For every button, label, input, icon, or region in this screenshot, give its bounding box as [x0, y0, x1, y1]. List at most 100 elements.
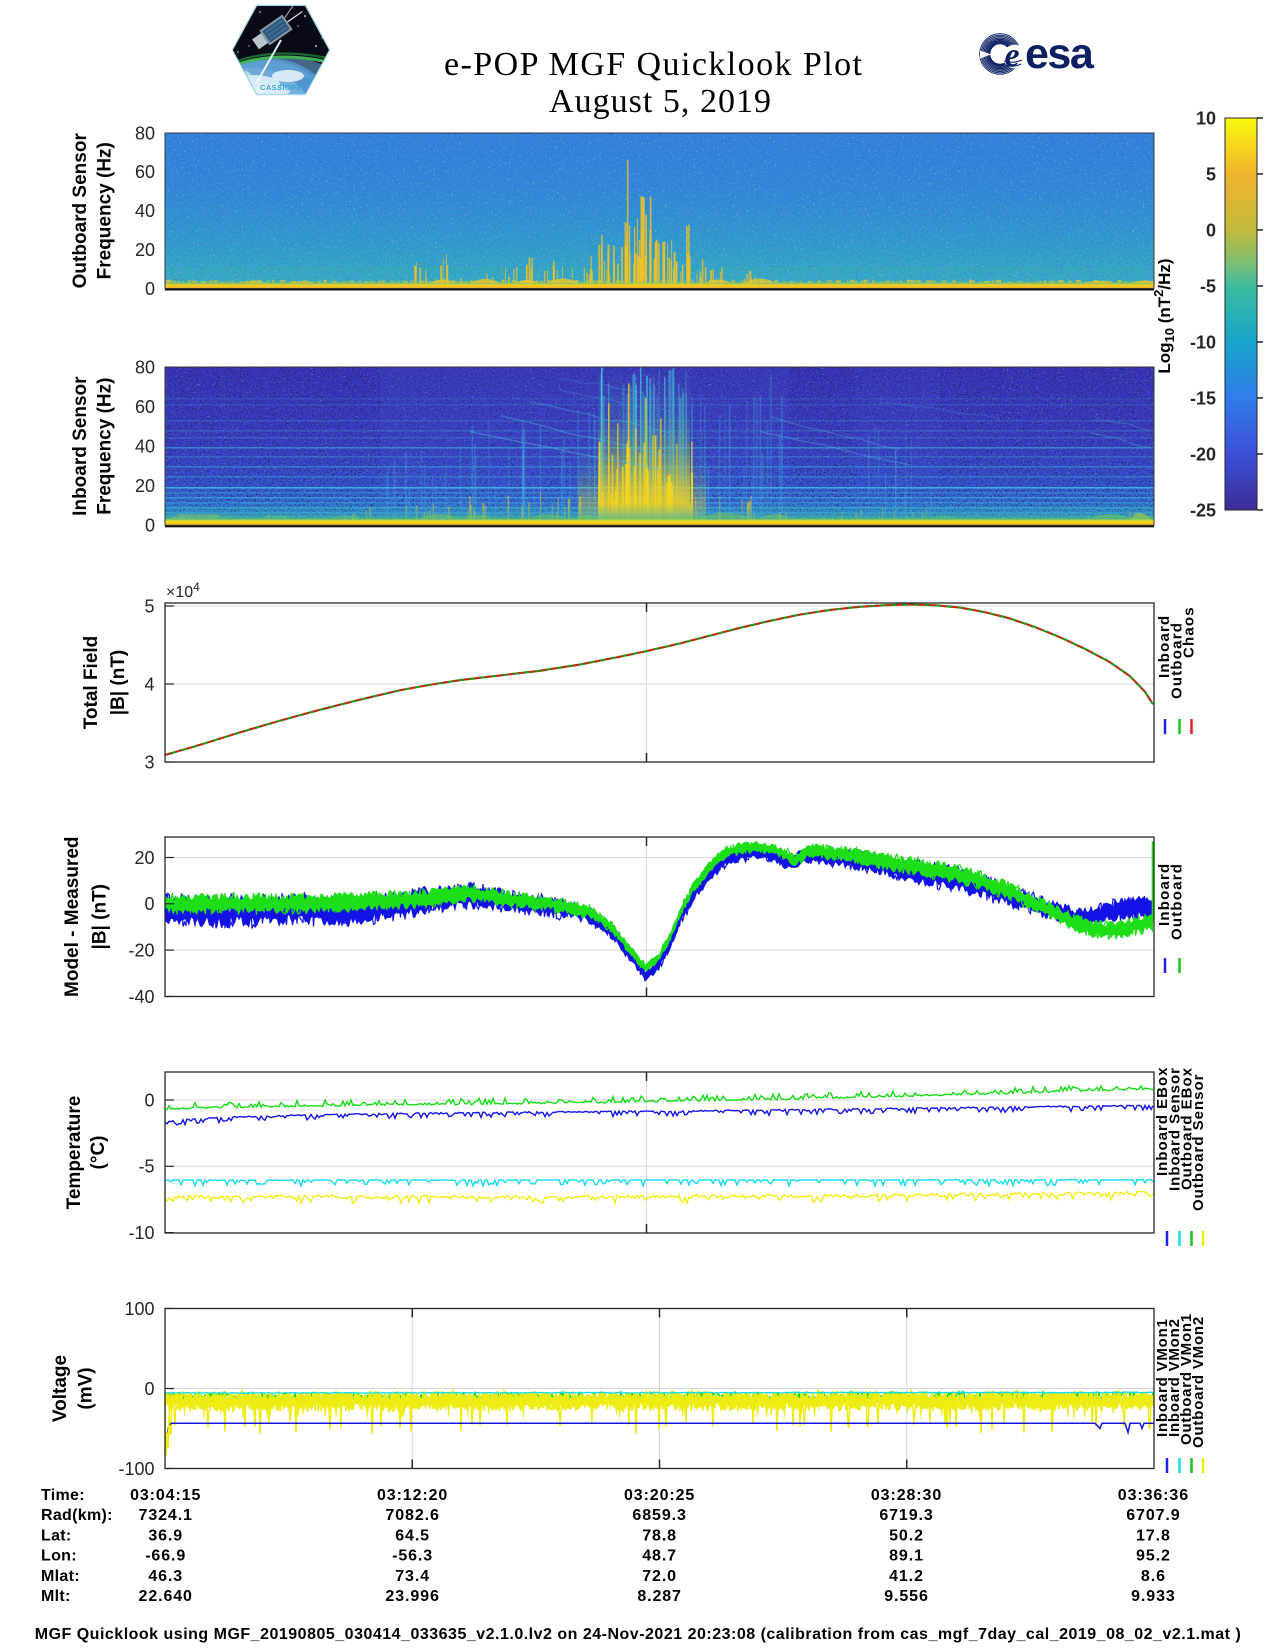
svg-text:03:04:15: 03:04:15: [130, 1487, 201, 1504]
svg-text:Temperature: Temperature: [64, 1096, 85, 1210]
svg-text:60: 60: [135, 397, 155, 417]
svg-text:0: 0: [144, 894, 154, 914]
svg-text:5: 5: [144, 596, 154, 616]
svg-text:Time:: Time:: [41, 1487, 85, 1504]
svg-text:-20: -20: [128, 940, 154, 960]
svg-text:0: 0: [144, 1379, 154, 1399]
svg-text:-100: -100: [118, 1459, 154, 1479]
svg-text:Total Field: Total Field: [81, 636, 102, 730]
svg-text:40: 40: [135, 437, 155, 457]
svg-text:Frequency (Hz): Frequency (Hz): [95, 142, 116, 279]
svg-text:-10: -10: [1190, 332, 1216, 352]
svg-text:20: 20: [135, 240, 155, 260]
svg-text:9.556: 9.556: [884, 1588, 929, 1605]
svg-text:Inboard VMon1: Inboard VMon1: [1154, 1318, 1171, 1437]
svg-text:e-POP MGF Quicklook Plot: e-POP MGF Quicklook Plot: [444, 46, 863, 83]
svg-text:×104: ×104: [166, 580, 200, 601]
svg-text:46.3: 46.3: [148, 1568, 183, 1585]
svg-text:e: e: [1004, 37, 1019, 74]
svg-text:Inboard EBox: Inboard EBox: [1154, 1066, 1171, 1176]
svg-text:Inboard VMon2: Inboard VMon2: [1166, 1318, 1183, 1437]
svg-text:23.996: 23.996: [385, 1588, 439, 1605]
svg-text:-25: -25: [1190, 500, 1216, 520]
svg-text:80: 80: [135, 123, 155, 143]
svg-text:Inboard: Inboard: [1156, 615, 1173, 678]
svg-text:0: 0: [144, 1090, 154, 1110]
svg-text:03:28:30: 03:28:30: [871, 1487, 942, 1504]
svg-text:Chaos: Chaos: [1181, 606, 1198, 658]
svg-text:8.6: 8.6: [1141, 1568, 1166, 1585]
svg-text:17.8: 17.8: [1136, 1527, 1171, 1544]
svg-text:Outboard Sensor: Outboard Sensor: [1190, 1073, 1207, 1211]
svg-text:50.2: 50.2: [889, 1527, 924, 1544]
svg-text:August 5, 2019: August 5, 2019: [549, 83, 771, 120]
svg-text:20: 20: [134, 848, 154, 868]
svg-text:Outboard EBox: Outboard EBox: [1179, 1067, 1196, 1190]
svg-text:Log10 (nT2/Hz): Log10 (nT2/Hz): [1151, 258, 1177, 373]
svg-text:89.1: 89.1: [889, 1548, 924, 1565]
svg-text:7082.6: 7082.6: [385, 1507, 439, 1524]
svg-text:6707.9: 6707.9: [1126, 1507, 1180, 1524]
svg-text:40: 40: [135, 201, 155, 221]
svg-text:Inboard: Inboard: [1156, 863, 1173, 926]
svg-text:Rad(km):: Rad(km):: [41, 1507, 113, 1524]
svg-text:-10: -10: [128, 1223, 154, 1243]
svg-text:03:36:36: 03:36:36: [1118, 1487, 1189, 1504]
svg-text:3: 3: [144, 752, 154, 772]
svg-text:Frequency (Hz): Frequency (Hz): [95, 378, 116, 515]
svg-text:6859.3: 6859.3: [632, 1507, 686, 1524]
svg-text:03:12:20: 03:12:20: [377, 1487, 448, 1504]
svg-text:CASSIOPE: CASSIOPE: [260, 83, 302, 92]
svg-text:60: 60: [135, 162, 155, 182]
svg-text:73.4: 73.4: [395, 1568, 430, 1585]
svg-text:Lon:: Lon:: [41, 1548, 77, 1565]
svg-text:6719.3: 6719.3: [879, 1507, 933, 1524]
svg-text:8.287: 8.287: [637, 1588, 682, 1605]
svg-text:100: 100: [124, 1299, 154, 1319]
svg-text:10: 10: [1196, 108, 1216, 128]
svg-text:Model - Measured: Model - Measured: [62, 837, 83, 997]
svg-text:80: 80: [135, 357, 155, 377]
svg-text:Outboard Sensor: Outboard Sensor: [70, 133, 91, 289]
svg-text:-5: -5: [1200, 276, 1216, 296]
svg-text:48.7: 48.7: [642, 1548, 677, 1565]
svg-text:esa: esa: [1025, 30, 1095, 78]
svg-text:-40: -40: [128, 987, 154, 1007]
svg-text:72.0: 72.0: [642, 1568, 677, 1585]
svg-text:41.2: 41.2: [889, 1568, 924, 1585]
svg-text:78.8: 78.8: [642, 1527, 677, 1544]
svg-text:20: 20: [135, 476, 155, 496]
svg-text:Voltage: Voltage: [50, 1355, 71, 1422]
svg-text:-5: -5: [138, 1157, 154, 1177]
svg-text:Mlt:: Mlt:: [41, 1588, 71, 1605]
svg-text:Mlat:: Mlat:: [41, 1568, 80, 1585]
svg-text:7324.1: 7324.1: [139, 1507, 193, 1524]
svg-text:-15: -15: [1190, 388, 1216, 408]
svg-text:03:20:25: 03:20:25: [624, 1487, 695, 1504]
svg-text:(°C): (°C): [88, 1136, 109, 1170]
svg-text:4: 4: [144, 674, 154, 694]
svg-text:5: 5: [1206, 164, 1216, 184]
svg-text:0: 0: [145, 516, 155, 536]
svg-text:MGF Quicklook using MGF_201908: MGF Quicklook using MGF_20190805_030414_…: [35, 1626, 1242, 1643]
svg-text:Inboard Sensor: Inboard Sensor: [1167, 1067, 1184, 1191]
svg-text:0: 0: [1206, 220, 1216, 240]
svg-text:22.640: 22.640: [139, 1588, 193, 1605]
svg-text:Outboard VMon2: Outboard VMon2: [1190, 1316, 1207, 1448]
svg-text:Outboard VMon1: Outboard VMon1: [1178, 1313, 1195, 1445]
svg-text:|B| (nT): |B| (nT): [90, 884, 111, 950]
svg-text:(mV): (mV): [76, 1367, 97, 1409]
svg-text:-56.3: -56.3: [392, 1548, 433, 1565]
svg-text:|B| (nT): |B| (nT): [108, 650, 129, 716]
svg-text:-20: -20: [1190, 444, 1216, 464]
svg-text:Lat:: Lat:: [41, 1527, 72, 1544]
svg-text:36.9: 36.9: [148, 1527, 183, 1544]
svg-text:Inboard Sensor: Inboard Sensor: [70, 376, 91, 516]
svg-text:9.933: 9.933: [1131, 1588, 1176, 1605]
svg-text:Outboard: Outboard: [1169, 863, 1186, 940]
svg-text:95.2: 95.2: [1136, 1548, 1171, 1565]
svg-text:0: 0: [145, 279, 155, 299]
svg-text:-66.9: -66.9: [145, 1548, 186, 1565]
svg-text:64.5: 64.5: [395, 1527, 430, 1544]
svg-text:Outboard: Outboard: [1169, 622, 1186, 699]
